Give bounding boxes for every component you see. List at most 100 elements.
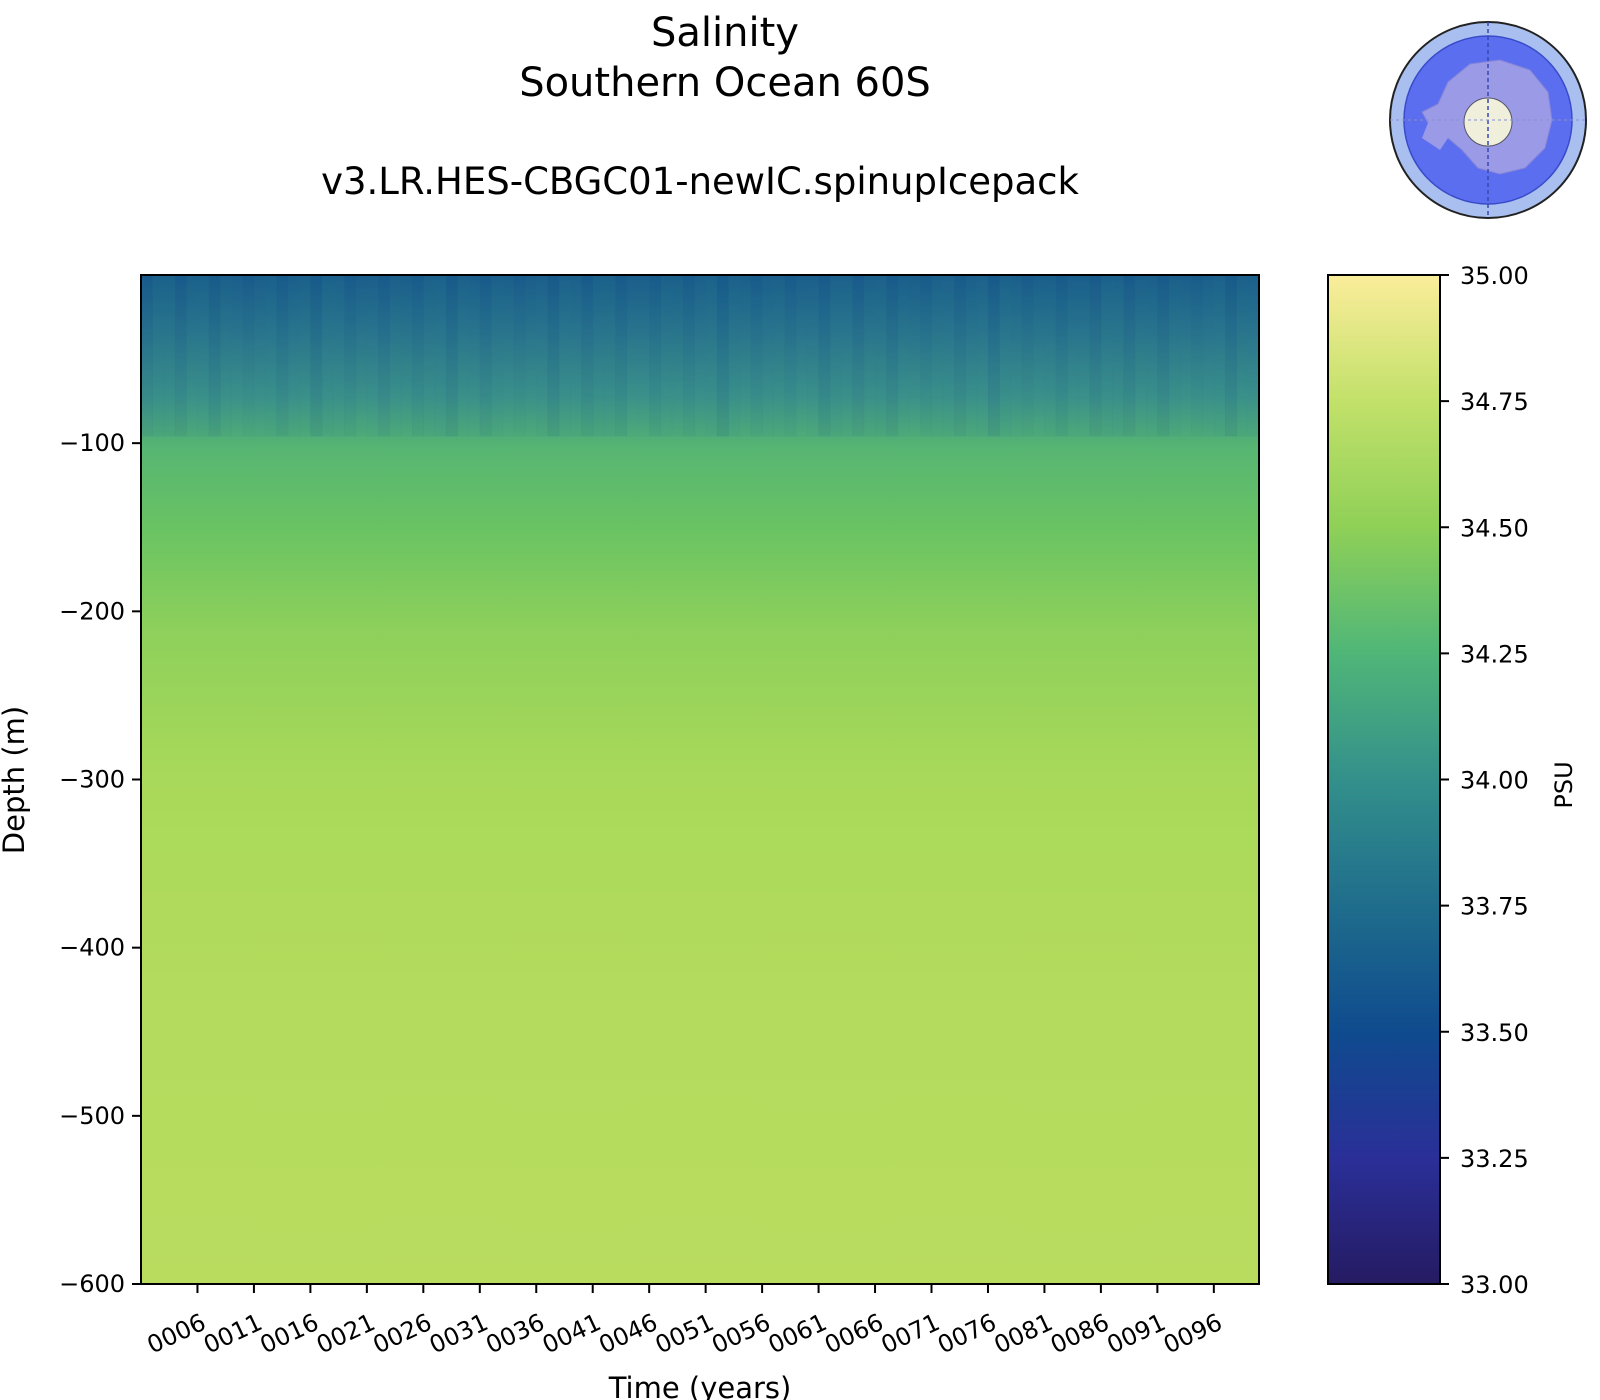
heatmap-column bbox=[671, 275, 684, 437]
heatmap-column bbox=[581, 275, 594, 437]
colorbar-gradient bbox=[1327, 274, 1441, 1285]
heatmap-column bbox=[536, 275, 549, 437]
heatmap-column bbox=[784, 275, 797, 437]
heatmap-column bbox=[1236, 275, 1249, 437]
heatmap-column bbox=[186, 275, 198, 437]
heatmap-column bbox=[716, 275, 729, 437]
heatmap-column bbox=[1089, 275, 1102, 437]
heatmap-column bbox=[299, 275, 311, 437]
heatmap-column bbox=[1191, 275, 1204, 437]
heatmap-column bbox=[378, 275, 390, 437]
heatmap-column bbox=[841, 275, 853, 437]
heatmap-column bbox=[863, 275, 876, 437]
heatmap-column bbox=[705, 275, 718, 437]
heatmap-column bbox=[1225, 275, 1237, 437]
heatmap-column bbox=[897, 275, 910, 437]
heatmap-column bbox=[1033, 275, 1045, 437]
heatmap-column bbox=[852, 275, 865, 437]
colorbar-tick-label: 33.50 bbox=[1460, 1019, 1529, 1047]
heatmap-column bbox=[242, 275, 255, 437]
heatmap-column bbox=[1010, 275, 1023, 437]
heatmap-column bbox=[355, 275, 368, 437]
heatmap-column bbox=[1055, 275, 1068, 437]
antarctic-map-icon bbox=[1389, 21, 1587, 219]
heatmap-column bbox=[265, 275, 278, 437]
y-tick-label: −200 bbox=[59, 597, 125, 625]
heatmap-column bbox=[920, 275, 933, 437]
heatmap-column bbox=[220, 275, 232, 437]
heatmap-column bbox=[626, 275, 639, 437]
heatmap-column bbox=[434, 275, 447, 437]
heatmap-column bbox=[1067, 275, 1079, 437]
heatmap-column bbox=[976, 275, 989, 437]
heatmap-column bbox=[987, 275, 1000, 437]
heatmap-column bbox=[479, 275, 492, 437]
heatmap-column bbox=[558, 275, 571, 437]
heatmap-column bbox=[965, 275, 978, 437]
heatmap bbox=[140, 274, 1260, 1285]
y-axis: −100 −200 −300 −400 −500 −600 bbox=[59, 429, 141, 1298]
heatmap-column bbox=[931, 275, 944, 437]
x-axis: 0006001100160021002600310036004100460051… bbox=[143, 1284, 1226, 1359]
heatmap-column bbox=[1112, 275, 1124, 437]
y-tick-label: −600 bbox=[59, 1270, 125, 1298]
heatmap-column bbox=[615, 275, 628, 437]
x-tick-label: 0096 bbox=[1159, 1308, 1226, 1359]
heatmap-column bbox=[197, 275, 210, 437]
colorbar-tick-label: 34.75 bbox=[1460, 388, 1529, 416]
heatmap-column bbox=[604, 275, 616, 437]
colorbar-tick-label: 34.00 bbox=[1460, 767, 1529, 795]
heatmap-column bbox=[807, 275, 820, 437]
heatmap-column bbox=[1157, 275, 1170, 437]
heatmap-column bbox=[1213, 275, 1226, 437]
heatmap-column bbox=[1168, 275, 1181, 437]
heatmap-column bbox=[1044, 275, 1057, 437]
colorbar-tick-label: 33.75 bbox=[1460, 893, 1529, 921]
heatmap-column bbox=[547, 275, 560, 437]
heatmap-column bbox=[829, 275, 842, 437]
colorbar-tick-label: 33.00 bbox=[1460, 1271, 1529, 1299]
heatmap-column bbox=[321, 275, 334, 437]
heatmap-column bbox=[570, 275, 582, 437]
heatmap-column bbox=[1202, 275, 1215, 437]
y-tick-label: −300 bbox=[59, 766, 125, 794]
heatmap-column bbox=[942, 275, 955, 437]
heatmap-column bbox=[502, 275, 515, 437]
heatmap-column bbox=[649, 275, 661, 437]
heatmap-column bbox=[908, 275, 921, 437]
y-tick-label: −500 bbox=[59, 1102, 125, 1130]
heatmap-column bbox=[762, 275, 774, 437]
heatmap-column bbox=[1100, 275, 1113, 437]
colorbar-ticks: 35.00 34.75 34.50 34.25 34.00 33.75 33.50 33.25… bbox=[1440, 262, 1529, 1299]
heatmap-column bbox=[773, 275, 786, 437]
heatmap-column bbox=[728, 275, 741, 437]
heatmap-column bbox=[1146, 275, 1158, 437]
heatmap-column bbox=[1179, 275, 1192, 437]
heatmap-column bbox=[875, 275, 887, 437]
colorbar-label: PSU bbox=[1550, 761, 1578, 808]
heatmap-column bbox=[592, 275, 605, 437]
heatmap-column bbox=[344, 275, 357, 437]
heatmap-column bbox=[423, 275, 436, 437]
heatmap-column bbox=[660, 275, 673, 437]
heatmap-column bbox=[1123, 275, 1136, 437]
y-tick-label: −400 bbox=[59, 934, 125, 962]
y-tick-label: −100 bbox=[59, 429, 125, 457]
heatmap-column bbox=[683, 275, 695, 437]
heatmap-column bbox=[287, 275, 300, 437]
heatmap-column bbox=[389, 275, 402, 437]
heatmap-column bbox=[366, 275, 379, 437]
x-axis-label: Time (years) bbox=[608, 1371, 792, 1400]
colorbar-tick-label: 33.25 bbox=[1460, 1145, 1529, 1173]
heatmap-column bbox=[818, 275, 831, 437]
heatmap-column bbox=[513, 275, 526, 437]
heatmap-column bbox=[491, 275, 503, 437]
heatmap-column bbox=[637, 275, 650, 437]
heatmap-variability bbox=[141, 275, 1260, 437]
heatmap-column bbox=[276, 275, 289, 437]
heatmap-column bbox=[1247, 275, 1260, 437]
heatmap-column bbox=[999, 275, 1012, 437]
heatmap-column bbox=[1021, 275, 1034, 437]
heatmap-column bbox=[208, 275, 221, 437]
